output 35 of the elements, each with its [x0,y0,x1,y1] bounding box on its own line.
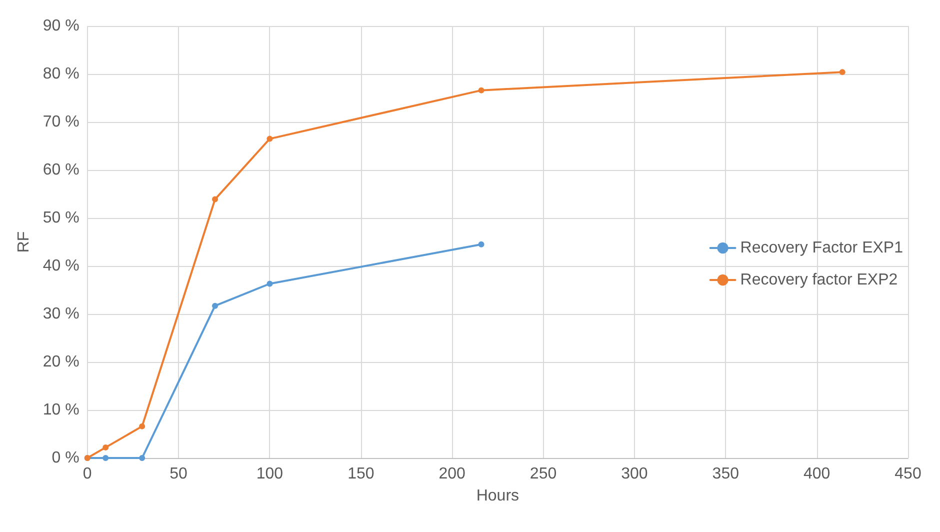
y-tick-label: 70 % [42,114,80,130]
x-tick-label: 200 [438,466,466,482]
legend-label: Recovery factor EXP2 [740,272,898,288]
y-tick-label: 20 % [42,354,80,370]
point [478,241,484,248]
x-tick-label: 0 [82,466,92,482]
x-tick-label: 100 [256,466,284,482]
point [212,302,218,309]
x-tick-label: 400 [803,466,830,482]
x-tick-label: 250 [530,466,557,482]
point [266,280,273,287]
x-tick-label: 350 [712,466,740,482]
point [102,455,109,461]
y-tick-label: 40 % [42,258,80,274]
legend-label: Recovery Factor EXP1 [740,240,904,256]
point [139,455,146,461]
y-tick-label: 30 % [42,306,80,322]
x-tick-label: 450 [894,466,922,482]
x-axis-title: Hours [476,488,520,504]
point [212,196,218,202]
point [478,87,484,94]
x-tick-label: 50 [170,466,188,482]
point [266,136,273,142]
point [839,69,846,76]
y-tick-label: 80 % [42,66,80,82]
point [139,423,146,430]
y-axis-title: RF [16,231,32,253]
y-tick-label: 0 % [52,450,80,466]
x-tick-label: 150 [348,466,374,482]
y-tick-label: 60 % [42,162,80,178]
y-tick-label: 10 % [42,402,80,418]
y-tick-label: 90 % [42,18,80,34]
x-tick-label: 300 [621,466,648,482]
y-tick-label: 50 % [42,210,80,226]
point [102,444,109,450]
